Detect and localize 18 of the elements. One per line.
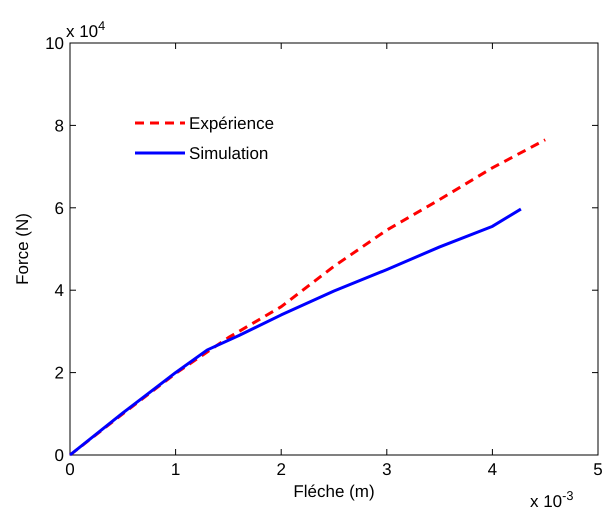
y-tick-label: 2 — [54, 364, 64, 383]
x-tick-label: 4 — [488, 460, 498, 479]
legend-label: Simulation — [189, 144, 268, 163]
x-tick-label: 1 — [170, 460, 180, 479]
text: x 10$^{4}$ — [66, 18, 106, 41]
text: x 10$^{-3}$ — [530, 488, 574, 511]
x-tick-label: 2 — [276, 460, 286, 479]
legend-label: Expérience — [189, 114, 274, 133]
x-tick-label: 3 — [382, 460, 392, 479]
y-tick-label: 10 — [45, 34, 64, 53]
y-tick-label: 0 — [54, 446, 64, 465]
y-axis-title: Force (N) — [13, 213, 32, 285]
y-tick-label: 6 — [54, 198, 64, 218]
y-tick-label: 4 — [54, 281, 64, 300]
x-axis-title: Fléche (m) — [293, 482, 375, 501]
y-tick-label: 8 — [54, 116, 64, 136]
x-tick-label: 5 — [593, 460, 603, 479]
line-series — [68, 208, 522, 456]
